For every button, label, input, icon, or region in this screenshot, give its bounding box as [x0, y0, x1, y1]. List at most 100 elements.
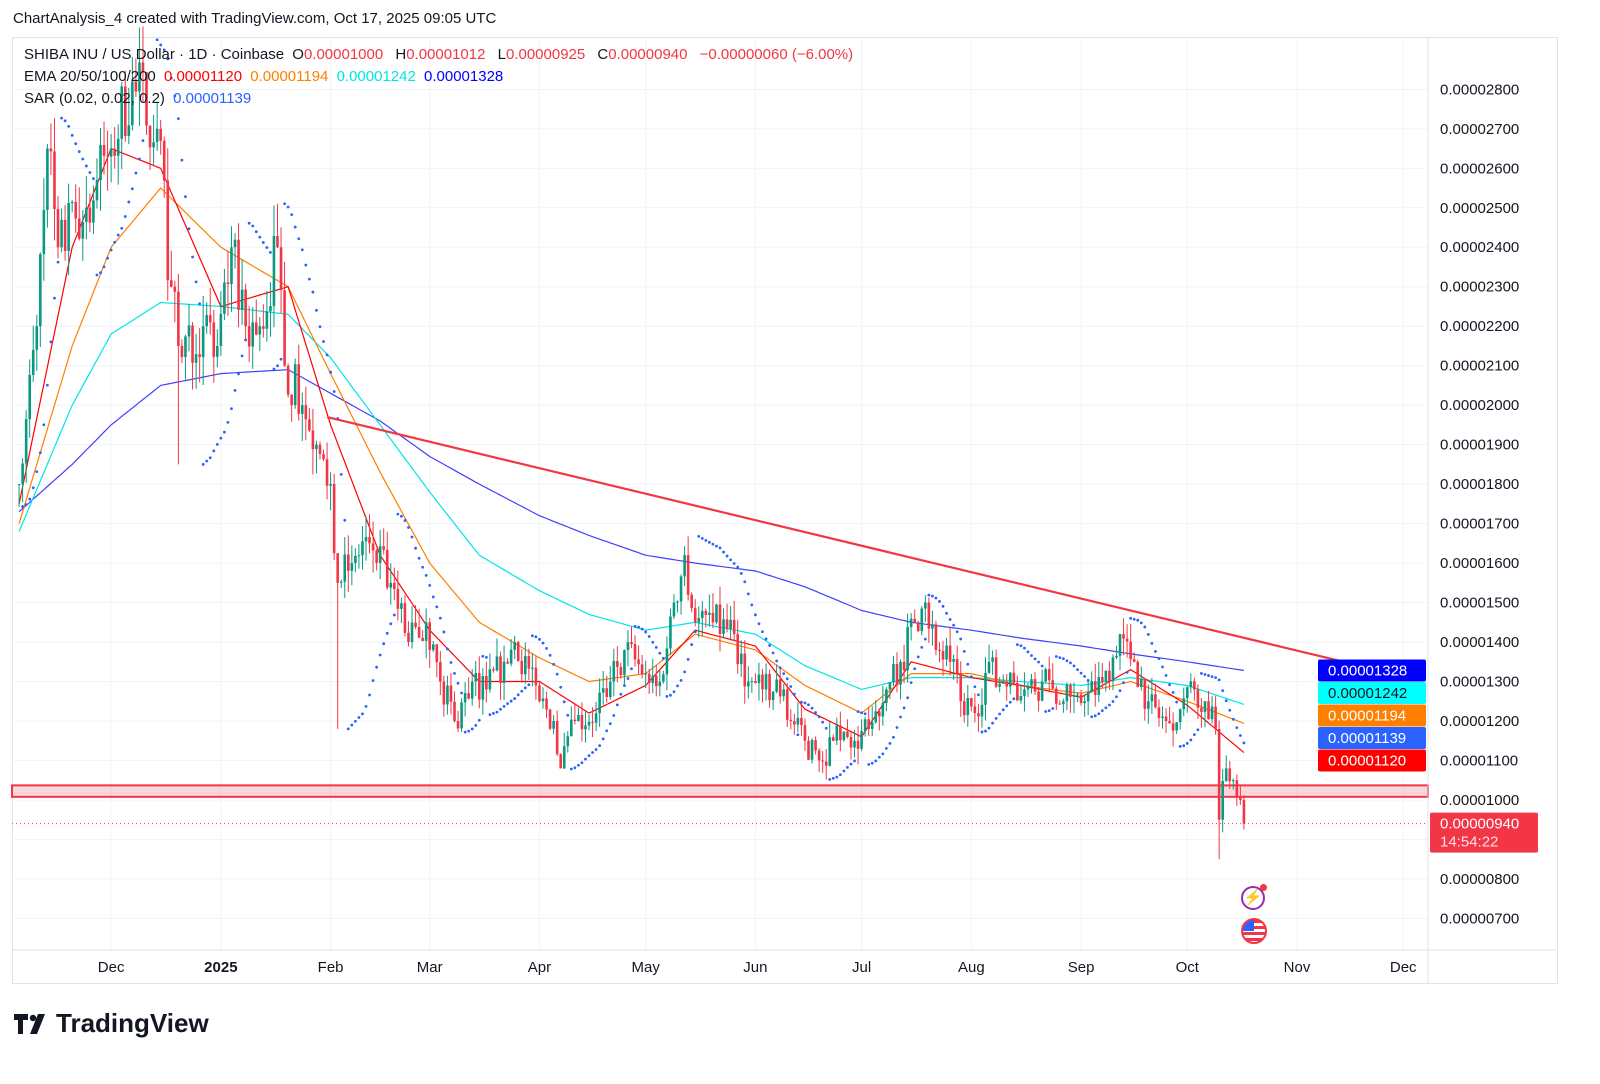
candle-body: [1235, 780, 1239, 798]
legend-ohlc: SHIBA INU / US Dollar · 1D · Coinbase O0…: [24, 46, 857, 63]
sar-dot: [46, 383, 49, 387]
axes: 0.00000700 0.00000800 0.00001000 0.00001100…: [12, 38, 1558, 984]
sar-dot: [722, 550, 725, 554]
candle-body: [262, 326, 265, 329]
candle-body: [1203, 701, 1207, 712]
candle-body: [612, 661, 616, 682]
sar-dot: [877, 755, 881, 759]
sar-dot: [237, 372, 240, 376]
candle-body: [775, 679, 778, 692]
sar-label[interactable]: SAR (0.02, 0.02, 0.2): [24, 90, 165, 107]
candle-body: [442, 681, 446, 705]
candle-body: [566, 736, 570, 747]
ema200-value: 0.00001328: [424, 68, 504, 85]
candle-body: [594, 713, 598, 723]
candle-body: [134, 81, 138, 92]
ema-label[interactable]: EMA 20/50/100/200: [24, 68, 156, 85]
candle-body: [654, 675, 658, 687]
candle-body: [1101, 677, 1104, 682]
candle-body: [658, 681, 662, 687]
candle-body: [892, 664, 895, 683]
lightning-icon[interactable]: ⚡: [1241, 884, 1267, 910]
candle-body: [1083, 701, 1086, 704]
candle-body: [541, 698, 545, 702]
candle-body: [1150, 694, 1154, 702]
sar-dot: [329, 370, 332, 374]
us-flag-icon[interactable]: [1241, 918, 1267, 944]
legend-symbol[interactable]: SHIBA INU / US Dollar · 1D · Coinbase: [24, 46, 285, 63]
candle-body: [559, 754, 562, 769]
sar-dot: [1076, 668, 1079, 672]
candle-body: [807, 740, 810, 760]
candle-body: [573, 719, 577, 722]
sar-dot: [233, 389, 237, 392]
sar-dots: [21, 38, 1246, 781]
sar-dot: [785, 677, 789, 681]
sar-dot: [913, 667, 917, 671]
candle-body: [446, 685, 449, 705]
candle-body: [934, 624, 938, 650]
candle-body: [987, 661, 991, 673]
sar-dot: [357, 716, 361, 719]
candle-body: [424, 622, 428, 641]
candle-body: [764, 673, 768, 690]
candle-body: [1111, 657, 1115, 682]
sar-dot: [899, 715, 902, 719]
sar-dot: [300, 248, 304, 252]
sar-dot: [853, 759, 856, 763]
sar-dot: [516, 693, 520, 697]
sar-dot: [81, 157, 85, 161]
sar-dot: [658, 651, 662, 655]
sar-dot: [612, 714, 616, 717]
sar-dot: [318, 325, 322, 329]
sar-dot: [545, 646, 548, 650]
candle-body: [1239, 797, 1242, 800]
sar-dot: [1026, 650, 1030, 654]
sar-dot: [332, 390, 336, 393]
sar-dot: [467, 729, 471, 733]
sar-dot: [711, 542, 715, 546]
candle-body: [180, 345, 184, 358]
candle-body: [152, 142, 155, 148]
candle-body: [283, 290, 286, 366]
sar-dot: [488, 713, 492, 716]
sar-dot: [265, 246, 269, 249]
candle-body: [492, 669, 495, 671]
sar-dot: [534, 635, 538, 639]
candle-body: [311, 430, 315, 450]
price-tag-label: 0.00001194: [1328, 707, 1406, 724]
candle-body: [1193, 681, 1196, 690]
candle-body: [1040, 681, 1044, 701]
sar-dot: [637, 625, 640, 629]
candle-body: [81, 221, 85, 239]
sar-dot: [389, 622, 393, 626]
candle-body: [39, 254, 42, 327]
x-tick-label: Jul: [852, 959, 871, 976]
candle-body: [297, 364, 301, 414]
sar-dot: [987, 726, 991, 730]
sar-dot: [768, 644, 771, 647]
y-tick-label: 0.00001000: [1440, 792, 1519, 809]
price-chart[interactable]: 0.00000700 0.00000800 0.00001000 0.00001100…: [0, 0, 1600, 1000]
sar-dot: [906, 696, 910, 700]
ema20-line: [18, 147, 1245, 754]
sar-dot: [1143, 625, 1147, 629]
sar-dot: [874, 759, 878, 763]
sar-dot: [21, 505, 25, 508]
sar-dot: [676, 684, 679, 688]
sar-dot: [824, 726, 828, 730]
x-tick-label: Nov: [1284, 959, 1311, 976]
candle-body: [874, 711, 878, 723]
sar-dot: [888, 742, 892, 745]
sar-dot: [1079, 671, 1083, 675]
bar-countdown: 14:54:22: [1440, 834, 1498, 851]
candle-body: [244, 289, 247, 327]
sar-dot: [598, 744, 602, 748]
legend-high: H0.00001012: [395, 46, 486, 63]
tradingview-logo[interactable]: TradingView: [14, 1008, 209, 1039]
chart-frame: [12, 37, 1558, 984]
candle-body: [361, 541, 364, 556]
candle-body: [1076, 694, 1079, 696]
candle-body: [732, 619, 736, 635]
price-tag: [1318, 726, 1426, 749]
